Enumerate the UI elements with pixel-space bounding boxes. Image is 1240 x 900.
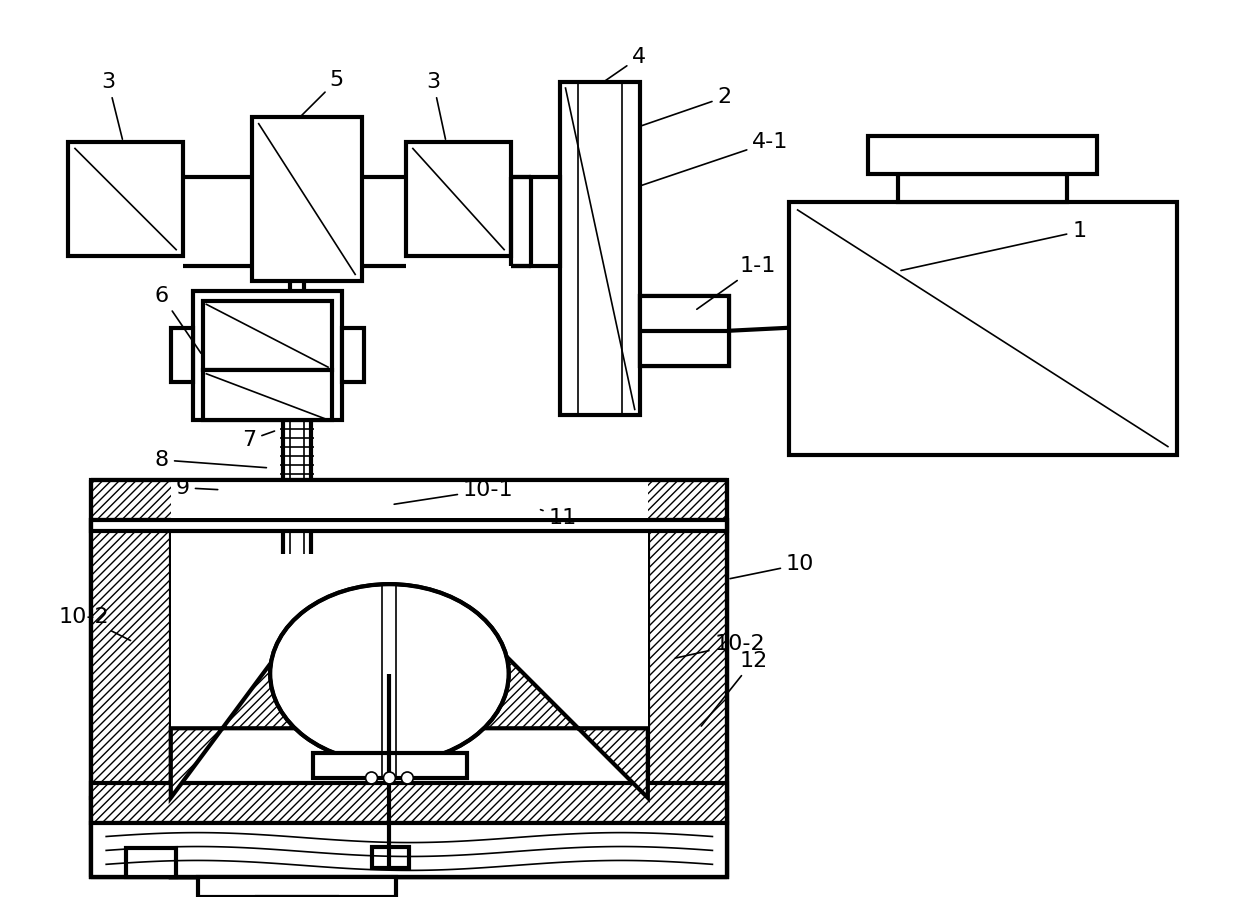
Text: 4-1: 4-1 — [641, 132, 789, 185]
Text: 9: 9 — [176, 478, 218, 498]
Ellipse shape — [272, 586, 507, 761]
Text: 2: 2 — [641, 87, 732, 126]
Bar — [92, 480, 728, 878]
Ellipse shape — [366, 772, 377, 784]
Bar — [407, 142, 511, 256]
Bar — [171, 480, 647, 518]
Ellipse shape — [270, 584, 508, 763]
Bar — [531, 176, 560, 266]
Bar — [868, 136, 1097, 174]
Text: 12: 12 — [702, 651, 768, 726]
Bar — [192, 291, 342, 420]
Text: 4: 4 — [603, 48, 646, 83]
Text: 11: 11 — [541, 508, 577, 527]
Bar — [789, 202, 1177, 455]
Bar — [126, 848, 176, 878]
Bar — [171, 519, 647, 797]
Bar — [92, 783, 728, 823]
Text: 1: 1 — [901, 221, 1086, 271]
Polygon shape — [419, 644, 647, 797]
Bar — [202, 301, 332, 371]
Bar — [197, 878, 397, 897]
Bar — [640, 296, 729, 365]
Text: 10-2: 10-2 — [676, 634, 765, 658]
Text: 7: 7 — [242, 430, 274, 450]
Bar — [68, 142, 182, 256]
Bar — [312, 753, 467, 778]
Bar — [640, 296, 729, 365]
Polygon shape — [311, 842, 647, 878]
Text: 10-1: 10-1 — [394, 480, 513, 504]
Bar — [372, 847, 409, 868]
Text: 1-1: 1-1 — [697, 256, 776, 310]
Bar — [202, 371, 332, 420]
Text: 3: 3 — [102, 72, 123, 140]
Text: 8: 8 — [155, 450, 267, 470]
Bar — [647, 519, 728, 797]
Bar — [560, 82, 640, 415]
Bar — [252, 117, 362, 281]
Bar — [171, 328, 192, 382]
Polygon shape — [171, 842, 283, 878]
Bar — [635, 786, 719, 870]
Bar — [92, 797, 728, 878]
Text: 5: 5 — [299, 70, 343, 118]
Bar — [257, 897, 337, 900]
Bar — [99, 786, 184, 870]
Text: 10: 10 — [730, 554, 815, 579]
Bar — [92, 519, 728, 532]
Bar — [92, 519, 171, 797]
Polygon shape — [171, 644, 360, 797]
Ellipse shape — [383, 772, 396, 784]
Ellipse shape — [402, 772, 413, 784]
Bar — [342, 328, 363, 382]
Text: 3: 3 — [427, 72, 445, 140]
Text: 10-2: 10-2 — [58, 607, 130, 641]
Bar — [898, 174, 1068, 202]
Bar — [171, 532, 647, 797]
Text: 6: 6 — [155, 286, 201, 354]
Bar — [92, 823, 728, 878]
